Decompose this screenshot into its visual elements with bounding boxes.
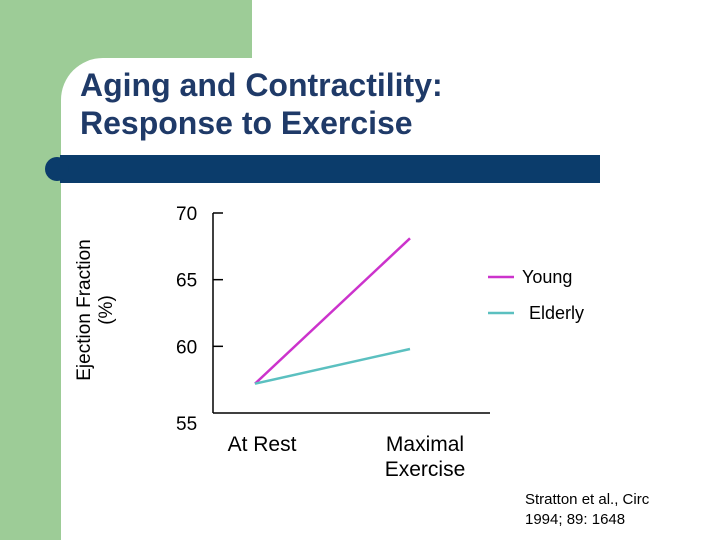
x-category-label-1: Maximal Exercise (385, 433, 466, 481)
series-line-young (254, 237, 411, 385)
y-tick-label-60: 60 (176, 337, 197, 358)
slide-title-line-2: Response to Exercise (80, 105, 413, 141)
citation-line-2: 1994; 89: 1648 (525, 511, 626, 528)
series-line-elderly (254, 347, 411, 385)
title-divider-bullet (45, 157, 69, 181)
y-tick-label-70: 70 (176, 204, 197, 225)
y-tick-label-55: 55 (176, 414, 197, 435)
green-left-strip (0, 0, 61, 540)
slide-title-line-1: Aging and Contractility: (80, 67, 443, 103)
title-divider-bar (60, 155, 600, 183)
citation: Stratton et al., Circ 1994; 89: 1648 (525, 490, 649, 530)
slide-title: Aging and Contractility: Response to Exe… (80, 66, 443, 142)
y-tick-label-65: 65 (176, 271, 197, 292)
citation-line-1: Stratton et al., Circ (525, 491, 650, 508)
legend-label-young: Young (522, 267, 572, 287)
content-panel (61, 58, 720, 540)
x-category-label-0: At Rest (228, 433, 297, 456)
legend-label-elderly: Elderly (529, 303, 584, 323)
